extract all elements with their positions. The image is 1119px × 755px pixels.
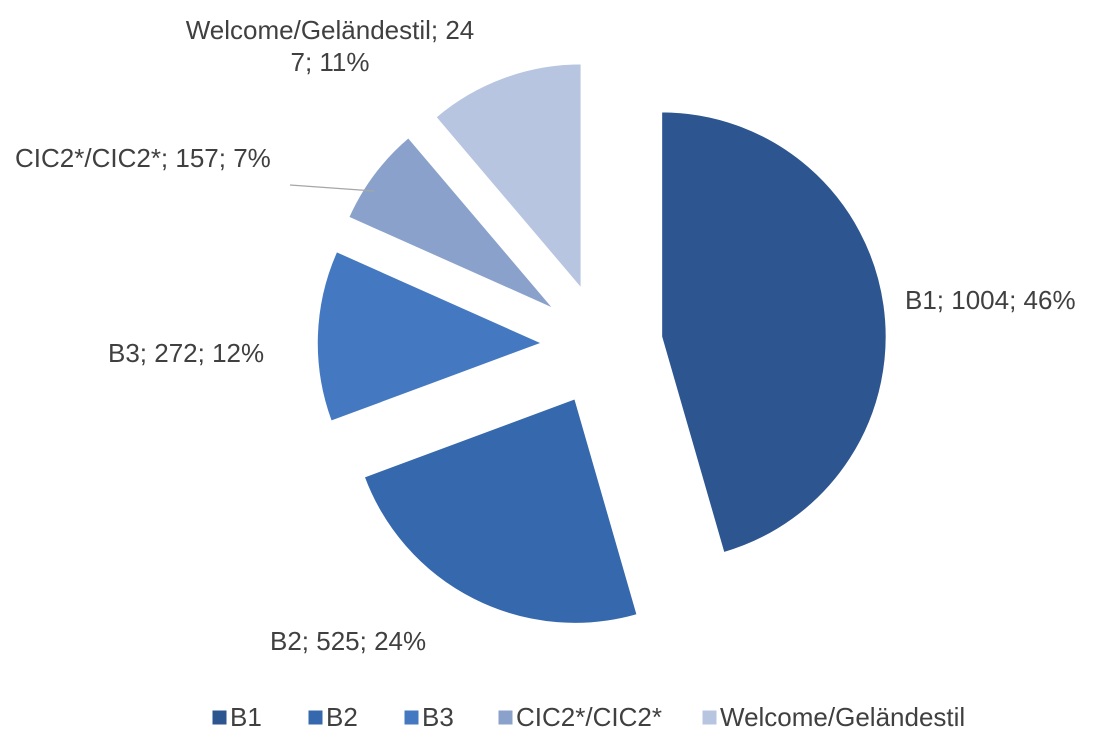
legend-swatch bbox=[307, 709, 324, 726]
data-label: CIC2*/CIC2*; 157; 7% bbox=[15, 143, 271, 173]
legend-swatch bbox=[497, 709, 514, 726]
legend-label: B3 bbox=[422, 702, 454, 732]
pie-slice bbox=[660, 110, 888, 554]
legend-swatch bbox=[211, 709, 228, 726]
data-label: B3; 272; 12% bbox=[108, 338, 265, 368]
legend-label: B1 bbox=[230, 702, 262, 732]
legend-label: CIC2*/CIC2* bbox=[516, 702, 662, 732]
legend-label: Welcome/Geländestil bbox=[720, 702, 965, 732]
data-label: Welcome/Geländestil; 247; 11% bbox=[185, 15, 475, 77]
legend-swatch bbox=[701, 709, 718, 726]
pie-slice bbox=[363, 397, 639, 625]
legend-swatch bbox=[403, 709, 420, 726]
legend-label: B2 bbox=[326, 702, 358, 732]
data-label: B2; 525; 24% bbox=[270, 626, 427, 656]
pie-slice bbox=[316, 250, 545, 423]
data-label: B1; 1004; 46% bbox=[905, 285, 1076, 315]
pie-slice bbox=[434, 62, 583, 291]
leader-line bbox=[289, 184, 375, 192]
pie-slice bbox=[347, 136, 555, 310]
